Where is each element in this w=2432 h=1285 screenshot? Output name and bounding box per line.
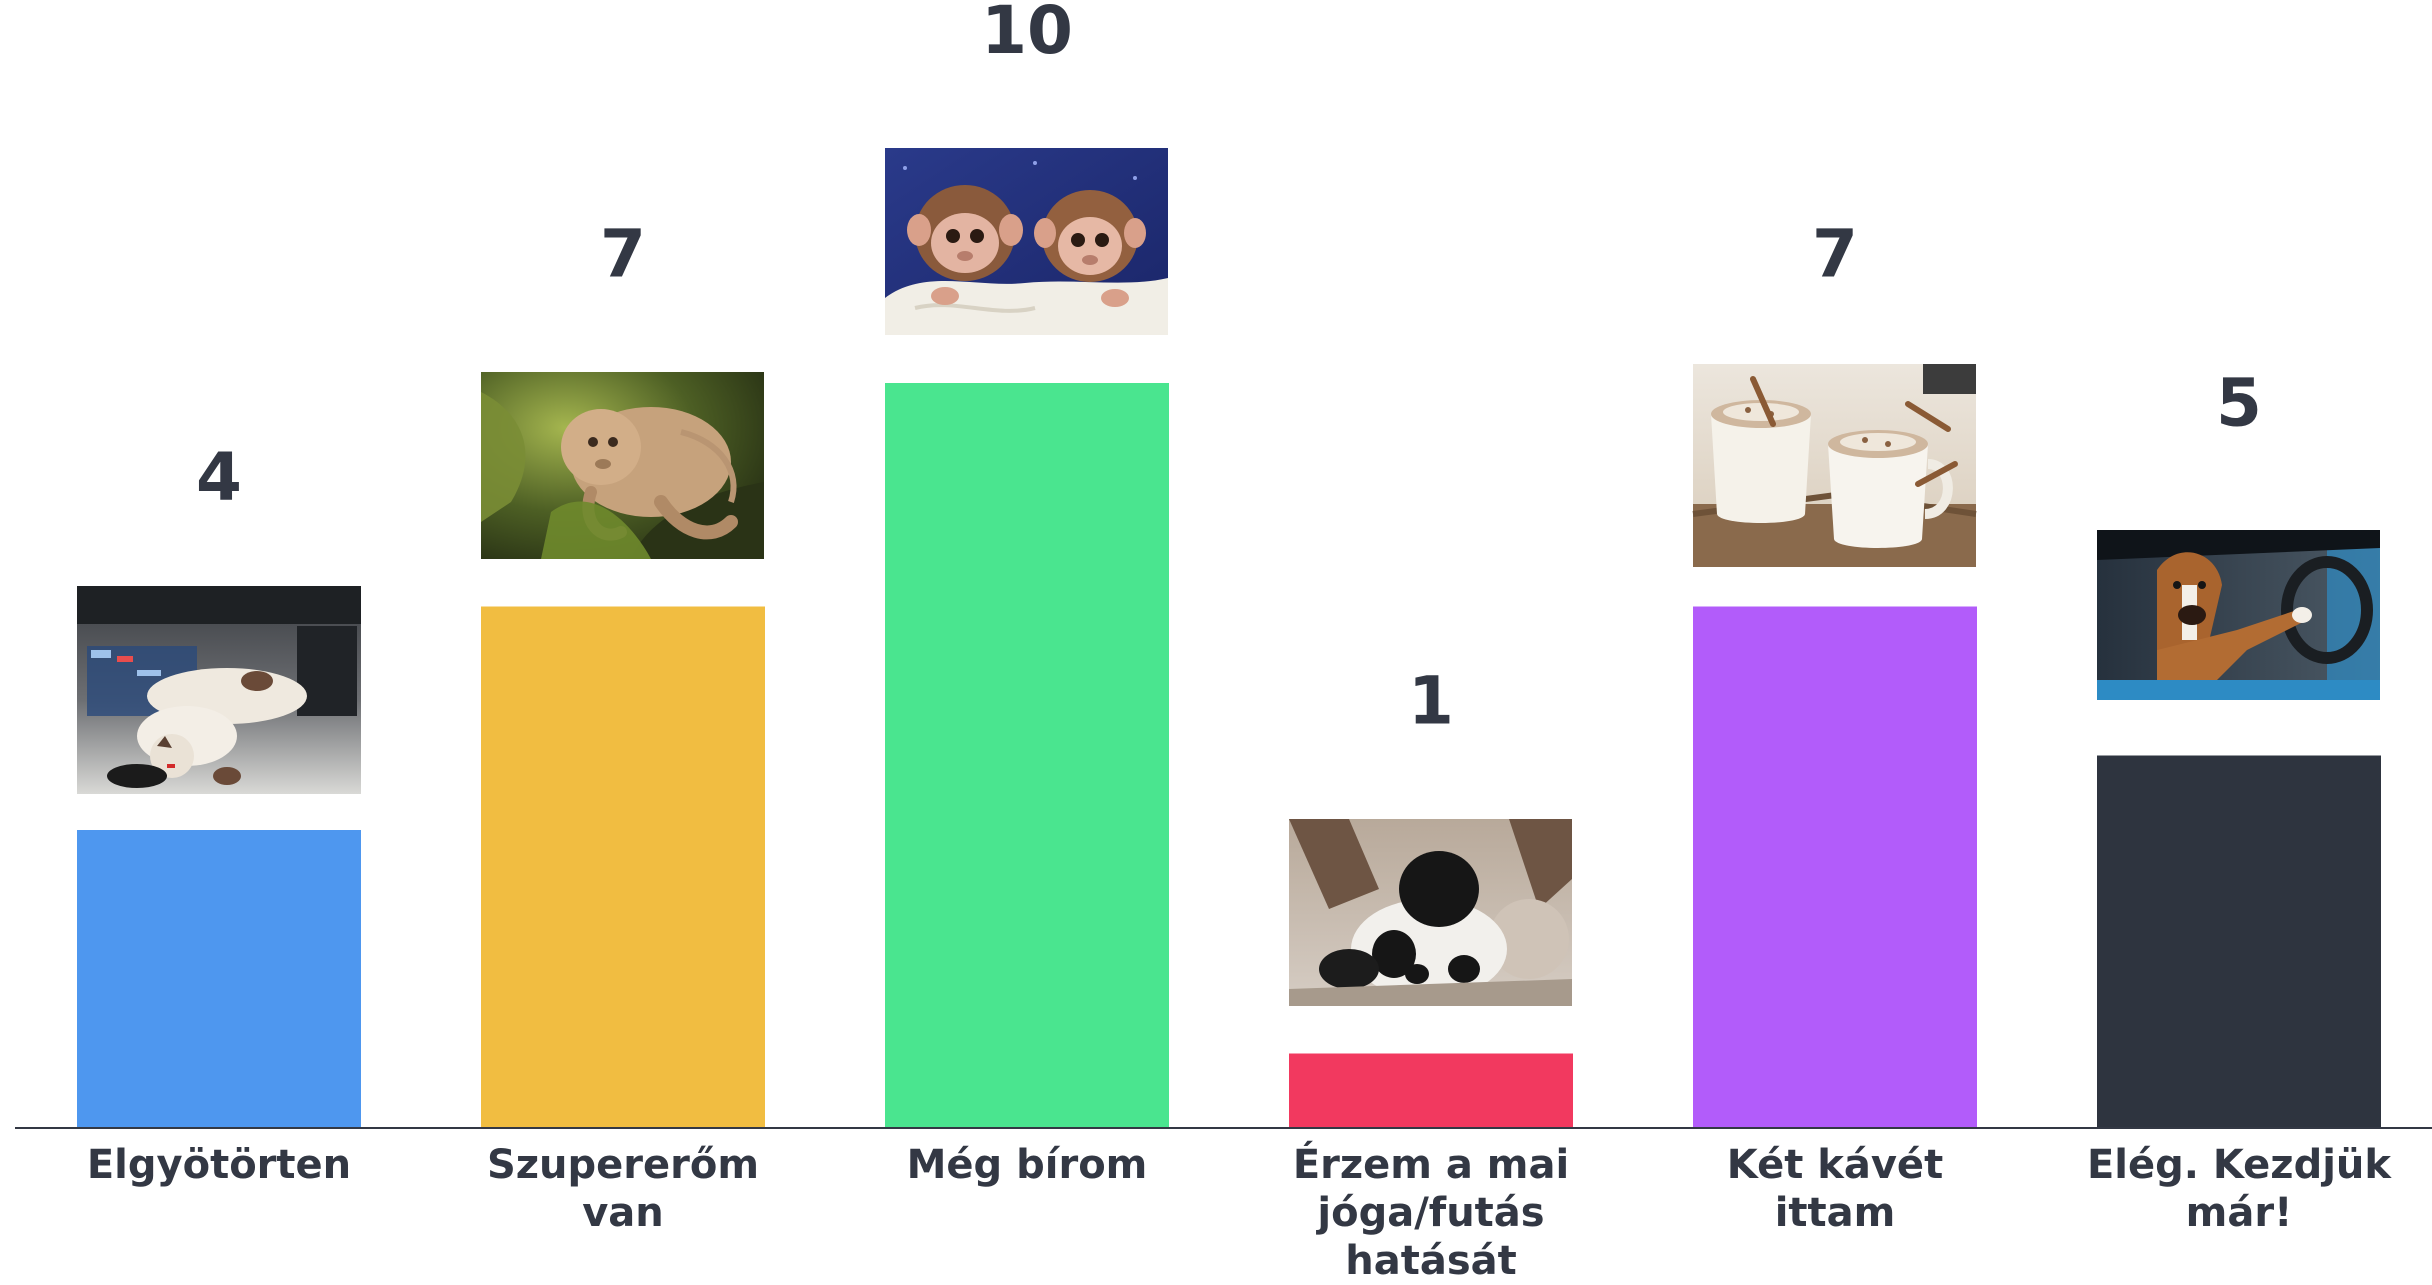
value-label-2: 7: [600, 216, 646, 293]
bar-4: [1289, 1053, 1573, 1128]
tardigrade-photo: [481, 372, 764, 559]
category-label-2: Szupererőm van: [487, 1142, 759, 1236]
value-label-6: 5: [2216, 365, 2262, 442]
bar-1: [77, 830, 361, 1128]
category-label-line: van: [582, 1190, 664, 1236]
value-label-5: 7: [1812, 216, 1858, 293]
category-label-line: ittam: [1775, 1190, 1896, 1236]
bar-5: [1693, 606, 1977, 1128]
category-label-line: Elgyötörten: [87, 1142, 351, 1188]
bar-3: [885, 383, 1169, 1128]
baby-monkeys-photo: [885, 148, 1168, 335]
category-label-line: Elég. Kezdjük: [2087, 1142, 2392, 1188]
cat-on-desk-photo: [77, 586, 361, 794]
category-label-line: hatását: [1345, 1238, 1517, 1284]
category-label-1: Elgyötörten: [87, 1142, 351, 1188]
category-label-5: Két kávét ittam: [1727, 1142, 1943, 1236]
category-label-line: már!: [2186, 1190, 2293, 1236]
category-label-line: jóga/futás: [1315, 1190, 1544, 1236]
dog-driving-car-photo: [2097, 530, 2380, 700]
panda-photo: [1289, 819, 1572, 1006]
value-label-1: 4: [196, 439, 242, 516]
two-coffee-mugs-photo: [1692, 364, 1977, 567]
category-label-line: Szupererőm: [487, 1142, 759, 1188]
bar-2: [481, 606, 765, 1128]
category-label-4: Érzem a mai jóga/futás hatását: [1293, 1140, 1569, 1284]
category-label-6: Elég. Kezdjük már!: [2087, 1142, 2392, 1236]
category-label-line: Érzem a mai: [1293, 1140, 1569, 1188]
bar-6: [2097, 755, 2381, 1128]
category-label-3: Még bírom: [907, 1142, 1148, 1188]
value-label-4: 1: [1408, 663, 1454, 740]
value-label-3: 10: [981, 0, 1073, 69]
category-label-line: Még bírom: [907, 1142, 1148, 1188]
category-label-line: Két kávét: [1727, 1142, 1943, 1188]
